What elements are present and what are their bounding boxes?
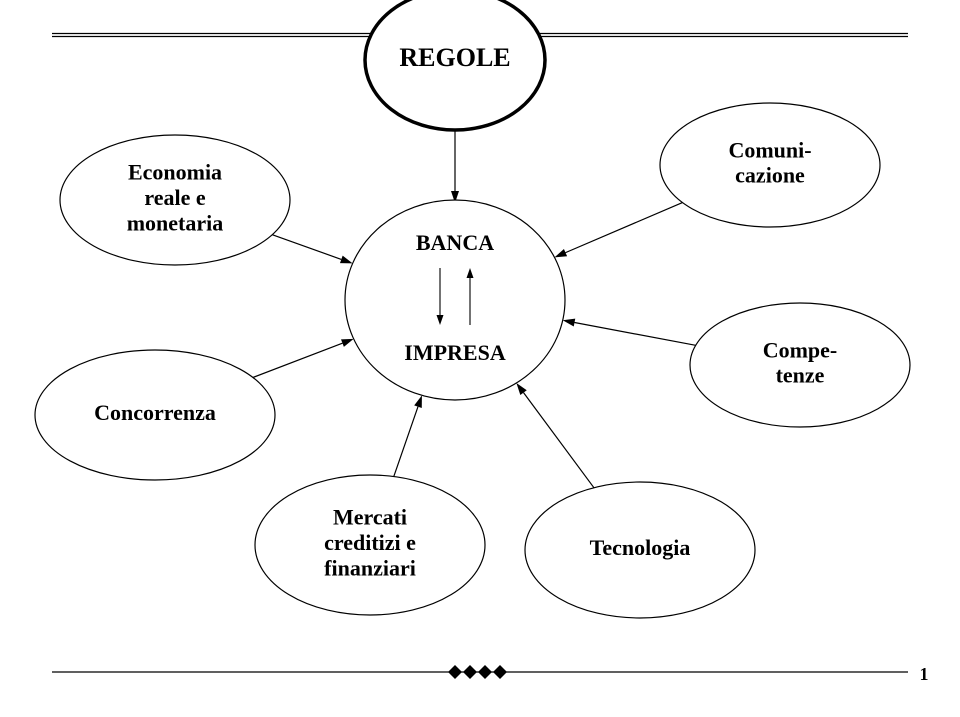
node-economia-label-0: Economia (128, 160, 222, 185)
node-mercati-label-1: creditizi e (324, 530, 416, 555)
node-banca-label: BANCA (416, 230, 494, 255)
node-economia-label-1: reale e (144, 185, 206, 210)
node-comunicazione: Comuni-cazione (660, 103, 880, 227)
node-mercati: Mercaticreditizi efinanziari (255, 475, 485, 615)
node-impresa-label: IMPRESA (404, 340, 506, 365)
page-number: 1 (920, 664, 929, 684)
node-competenze-label-0: Compe- (763, 337, 838, 362)
node-concorrenza: Concorrenza (35, 350, 275, 480)
node-comunicazione-label-0: Comuni- (728, 137, 811, 162)
node-economia: Economiareale emonetaria (60, 135, 290, 265)
node-tecnologia: Tecnologia (525, 482, 755, 618)
node-concorrenza-label-0: Concorrenza (94, 400, 216, 425)
node-competenze-label-1: tenze (776, 363, 825, 388)
node-competenze: Compe-tenze (690, 303, 910, 427)
node-regole: REGOLE (365, 0, 545, 130)
node-mercati-label-2: finanziari (324, 555, 416, 580)
node-tecnologia-label-0: Tecnologia (590, 535, 691, 560)
node-banca_impresa: BANCA IMPRESA (345, 200, 565, 400)
node-comunicazione-label-1: cazione (735, 163, 805, 188)
node-mercati-label-0: Mercati (333, 505, 407, 530)
node-regole-label-0: REGOLE (399, 43, 510, 72)
node-economia-label-2: monetaria (127, 210, 224, 235)
